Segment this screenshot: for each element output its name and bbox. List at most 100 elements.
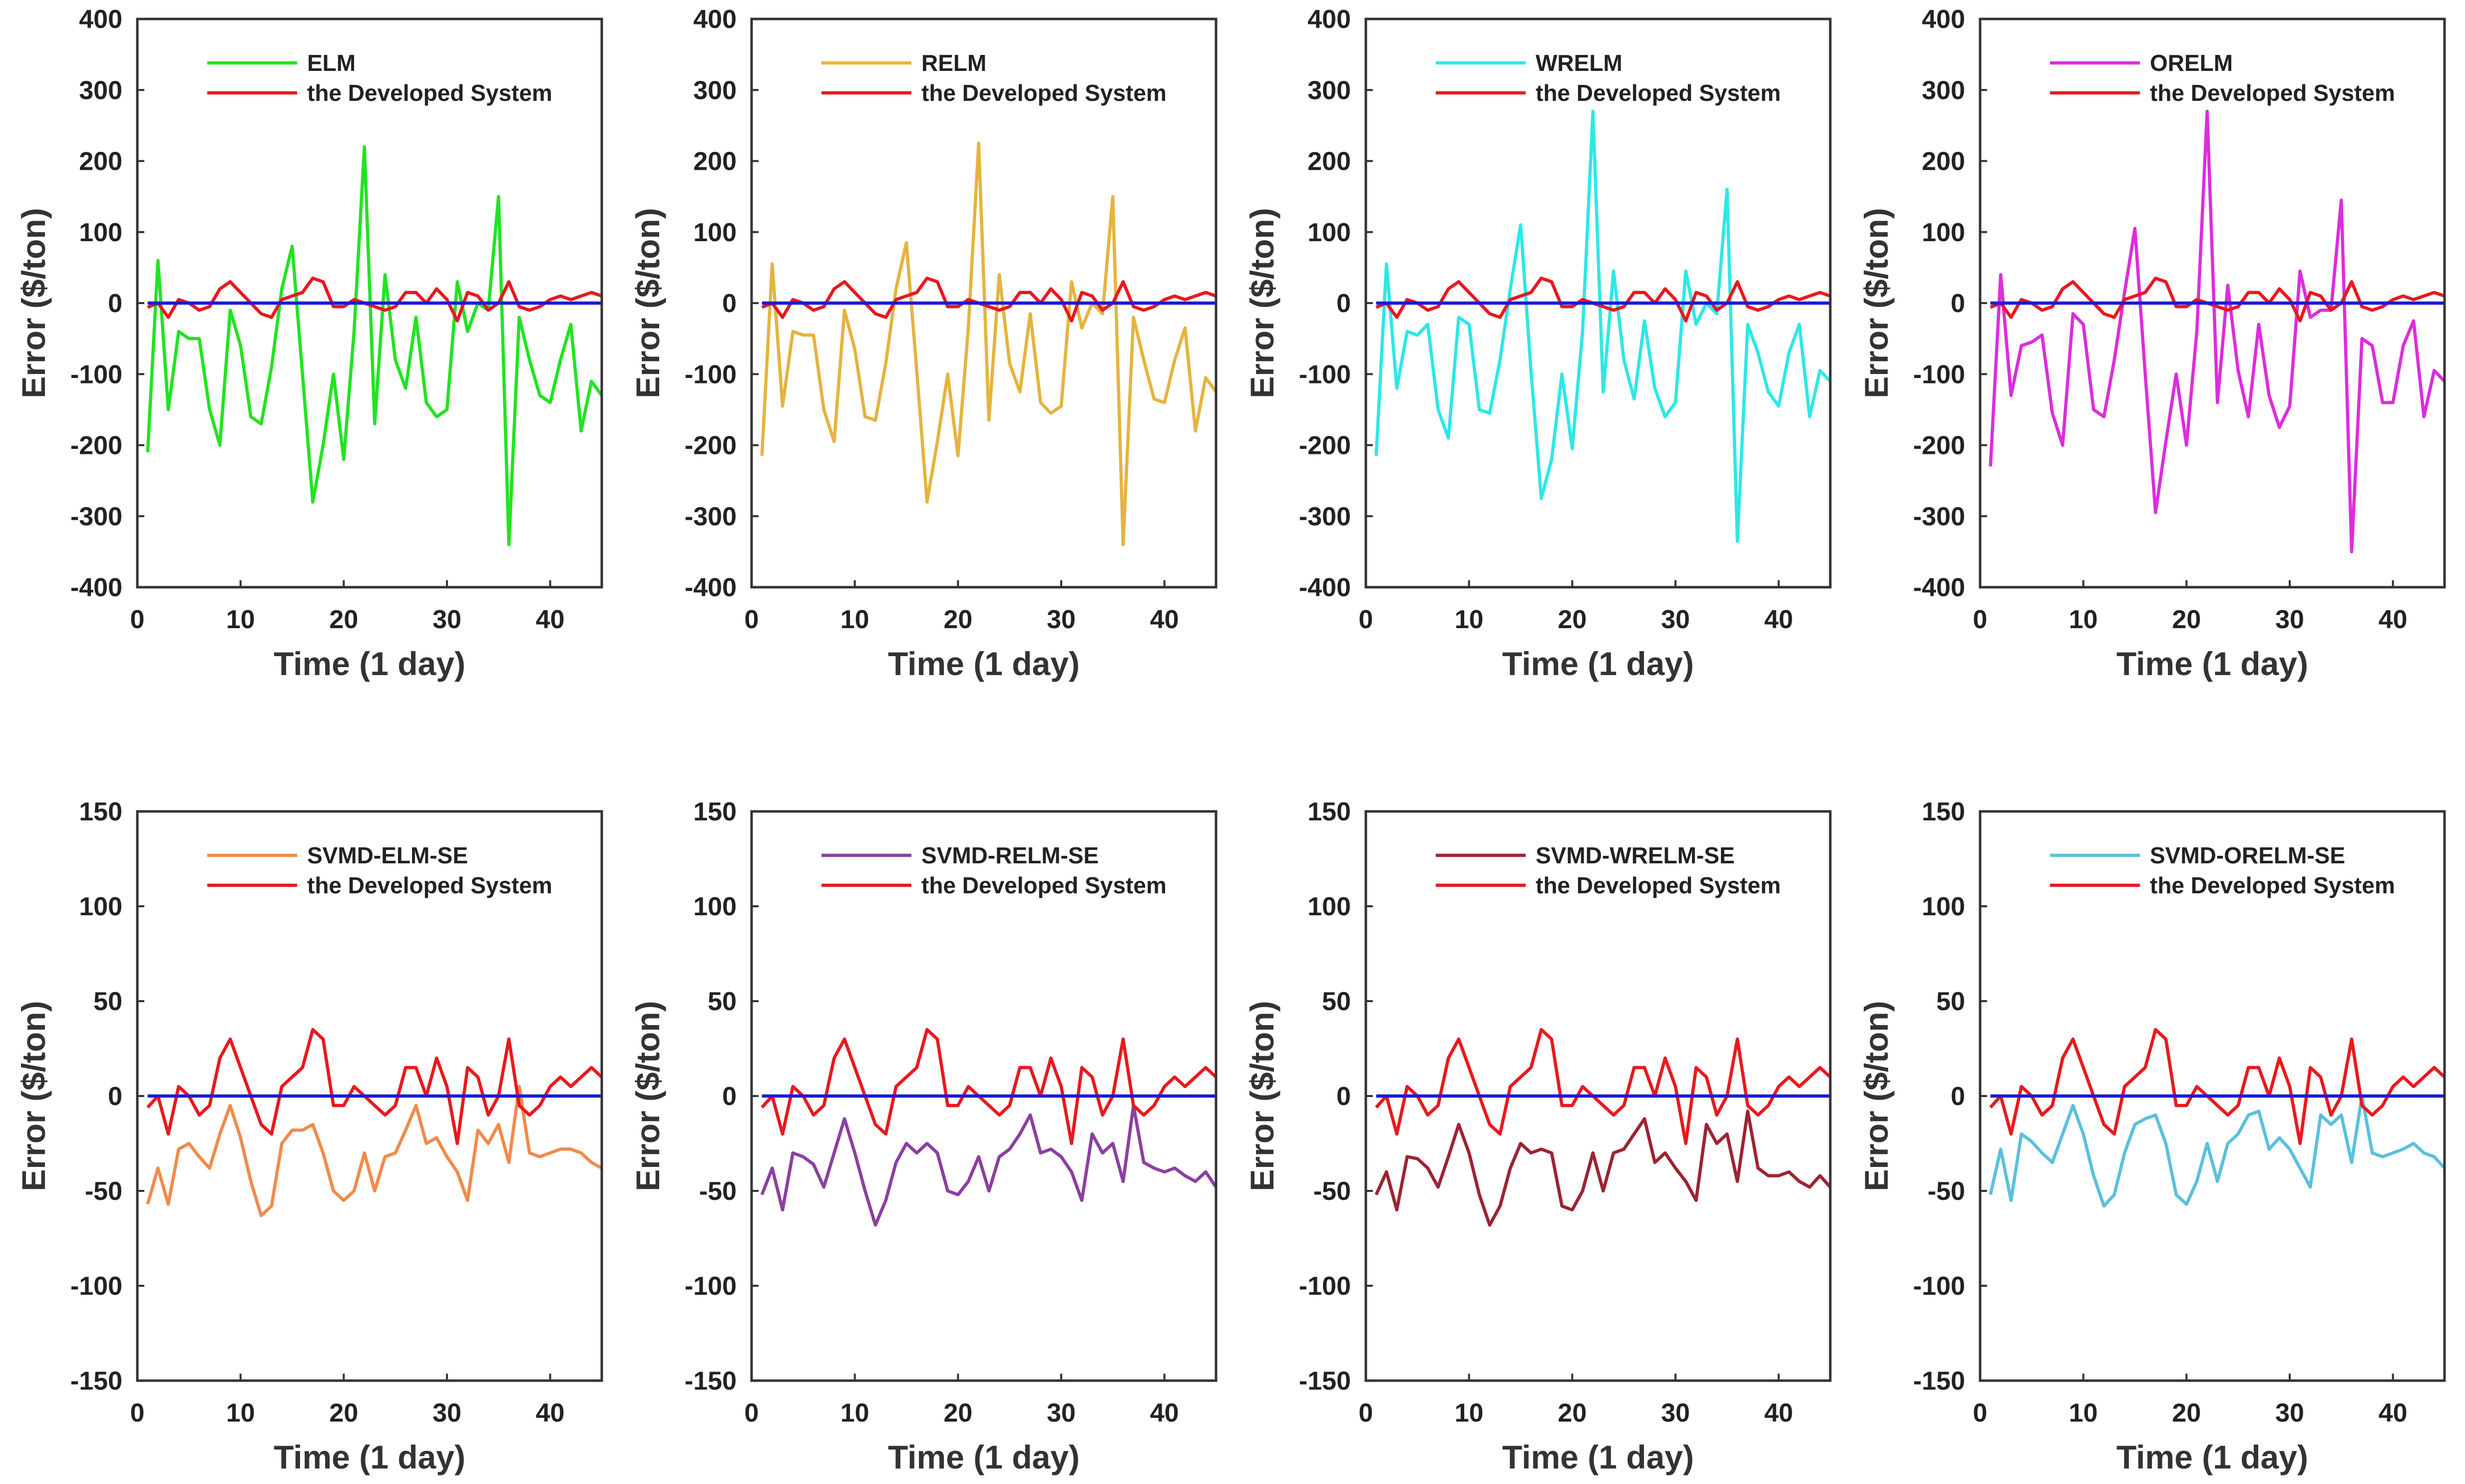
y-tick-label: -50 xyxy=(1928,1177,1965,1206)
series-line-developed-system xyxy=(761,1028,1216,1145)
y-tick-label: 0 xyxy=(1951,1082,1965,1111)
x-tick-label: 30 xyxy=(432,605,461,634)
plot-area xyxy=(1989,1028,2445,1208)
legend-label-developed-system: the Developed System xyxy=(1536,80,1781,106)
y-tick-label: 0 xyxy=(1336,289,1351,318)
y-tick-label: -50 xyxy=(699,1177,737,1206)
x-tick-label: 40 xyxy=(2379,605,2408,634)
y-tick-label: -150 xyxy=(1299,1367,1351,1396)
series-line-method xyxy=(1989,1094,2445,1208)
y-tick-label: -300 xyxy=(685,502,737,531)
chart-panel-2: 400 300 200 100 0 -100 -200 -300 -400 0 10 20 30 40 Ti… xyxy=(629,5,1218,682)
y-tick-label: 300 xyxy=(1922,76,1965,105)
legend-label-method: SVMD-WRELM-SE xyxy=(1536,842,1735,868)
x-tick-label: 30 xyxy=(1661,1399,1690,1428)
series-line-method xyxy=(1374,1110,1830,1227)
x-tick-label: 0 xyxy=(1359,1399,1373,1428)
x-tick-label: 20 xyxy=(1558,605,1587,634)
y-tick-label: -300 xyxy=(70,502,122,531)
y-tick-label: 0 xyxy=(1951,289,1965,318)
chart-panel-1: 400 300 200 100 0 -100 -200 -300 -400 0 10 20 30 40 Ti… xyxy=(15,5,603,682)
legend-label-developed-system: the Developed System xyxy=(307,872,552,898)
x-tick-label: 30 xyxy=(1661,605,1690,634)
x-tick-label: 30 xyxy=(1047,605,1076,634)
x-tick-label: 40 xyxy=(2379,1399,2408,1428)
y-tick-label: 50 xyxy=(1322,987,1351,1016)
legend-label-developed-system: the Developed System xyxy=(921,872,1167,898)
y-tick-label: -400 xyxy=(70,573,122,602)
y-tick-label: -100 xyxy=(1913,360,1965,389)
series-line-developed-system xyxy=(1375,1028,1830,1145)
y-tick-label: 0 xyxy=(722,289,737,318)
x-tick-label: 10 xyxy=(2069,1399,2098,1428)
x-axis-label: Time (1 day) xyxy=(2116,1439,2308,1476)
axes-frame xyxy=(1979,17,2446,589)
series-line-method xyxy=(760,141,1216,546)
legend: RELM the Developed System xyxy=(822,50,1167,106)
x-tick-label: 30 xyxy=(2275,605,2304,634)
chart-panel-5: 150 100 50 0 -50 -100 -150 0 10 20 30 40 Time (1 day… xyxy=(15,797,603,1476)
x-tick-label: 0 xyxy=(1973,1399,1988,1428)
x-tick-label: 40 xyxy=(536,1399,565,1428)
series-line-developed-system xyxy=(1375,276,1830,323)
y-tick-label: -150 xyxy=(685,1367,737,1396)
x-axis-label: Time (1 day) xyxy=(274,645,465,682)
x-tick-label: 40 xyxy=(1764,1399,1793,1428)
legend: SVMD-RELM-SE the Developed System xyxy=(822,842,1167,898)
series-line-method xyxy=(1989,109,2445,554)
chart-panel-7: 150 100 50 0 -50 -100 -150 0 10 20 30 40 Time (1 day… xyxy=(1243,797,1832,1476)
y-tick-label: -200 xyxy=(685,431,737,460)
y-tick-label: 300 xyxy=(79,76,122,105)
x-tick-label: 0 xyxy=(130,1399,145,1428)
x-tick-label: 10 xyxy=(840,605,869,634)
y-tick-label: -100 xyxy=(1299,1272,1351,1301)
legend-label-developed-system: the Developed System xyxy=(307,80,552,106)
y-tick-label: -100 xyxy=(1913,1272,1965,1301)
y-axis-label: Error ($/ton) xyxy=(15,208,52,398)
series-line-developed-system xyxy=(1990,276,2445,323)
x-tick-label: 20 xyxy=(943,605,972,634)
series-line-method xyxy=(760,1104,1216,1227)
x-axis-label: Time (1 day) xyxy=(1502,1439,1694,1476)
x-tick-label: 40 xyxy=(1150,605,1179,634)
y-axis-label: Error ($/ton) xyxy=(15,1001,52,1191)
plot-area xyxy=(760,141,1216,546)
y-axis-label: Error ($/ton) xyxy=(1858,1001,1895,1191)
series-line-developed-system xyxy=(1989,1028,2445,1145)
plot-area xyxy=(1989,109,2445,554)
y-tick-label: 200 xyxy=(693,147,737,176)
x-tick-label: 0 xyxy=(745,605,759,634)
y-tick-label: -300 xyxy=(1299,502,1351,531)
y-tick-label: -200 xyxy=(70,431,122,460)
y-tick-label: -100 xyxy=(1299,360,1351,389)
legend-label-method: ELM xyxy=(307,50,356,76)
y-tick-label: -100 xyxy=(70,360,122,389)
y-tick-label: 100 xyxy=(693,218,737,247)
y-tick-label: 100 xyxy=(79,892,122,921)
x-axis-label: Time (1 day) xyxy=(888,645,1080,682)
legend-label-method: RELM xyxy=(921,50,986,76)
legend-label-developed-system: the Developed System xyxy=(2150,872,2395,898)
x-tick-label: 20 xyxy=(2172,1399,2201,1428)
y-tick-label: 50 xyxy=(708,987,737,1016)
series-line-developed-system xyxy=(146,1028,602,1145)
legend-label-developed-system: the Developed System xyxy=(921,80,1167,106)
y-tick-label: 400 xyxy=(79,5,122,34)
y-tick-label: 150 xyxy=(1307,797,1351,826)
y-tick-label: 400 xyxy=(693,5,737,34)
y-tick-label: 100 xyxy=(1922,218,1965,247)
y-tick-label: 100 xyxy=(1307,218,1351,247)
axes-frame xyxy=(136,810,603,1382)
x-axis-label: Time (1 day) xyxy=(888,1439,1080,1476)
x-tick-label: 10 xyxy=(1455,1399,1484,1428)
x-tick-label: 10 xyxy=(1455,605,1484,634)
x-tick-label: 40 xyxy=(1764,605,1793,634)
x-tick-label: 40 xyxy=(536,605,565,634)
axes-frame xyxy=(1979,810,2446,1382)
y-tick-label: -100 xyxy=(685,1272,737,1301)
x-axis-label: Time (1 day) xyxy=(274,1439,465,1476)
series-line-developed-system xyxy=(761,276,1216,323)
legend: SVMD-ELM-SE the Developed System xyxy=(207,842,552,898)
series-line-method xyxy=(1374,109,1830,543)
